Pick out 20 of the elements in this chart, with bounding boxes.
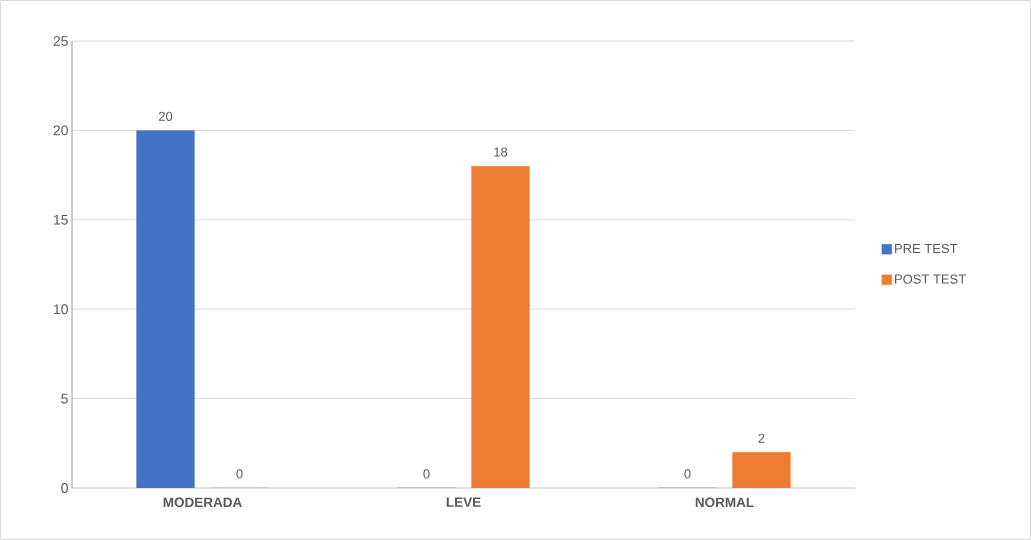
y-tick-label: 0 [61,483,68,493]
legend-label: PRE TEST [895,243,958,254]
bar [732,452,791,488]
bar [136,130,195,488]
data-label: 18 [494,147,508,157]
y-tick-label: 5 [61,393,68,404]
data-label: 2 [758,433,765,443]
legend-label: POST TEST [895,274,966,284]
data-label: 0 [236,469,243,479]
data-label: 0 [684,469,691,479]
bar [471,166,530,488]
x-tick-label: LEVE [446,497,481,507]
data-label: 0 [423,469,430,479]
y-tick-label: 15 [53,214,68,225]
y-tick-label: 25 [53,36,68,46]
y-tick-label: 10 [53,304,68,315]
y-tick-label: 20 [53,125,68,136]
x-tick-label: NORMAL [695,497,754,508]
data-label: 20 [158,111,173,121]
x-tick-label: MODERADA [163,497,242,508]
